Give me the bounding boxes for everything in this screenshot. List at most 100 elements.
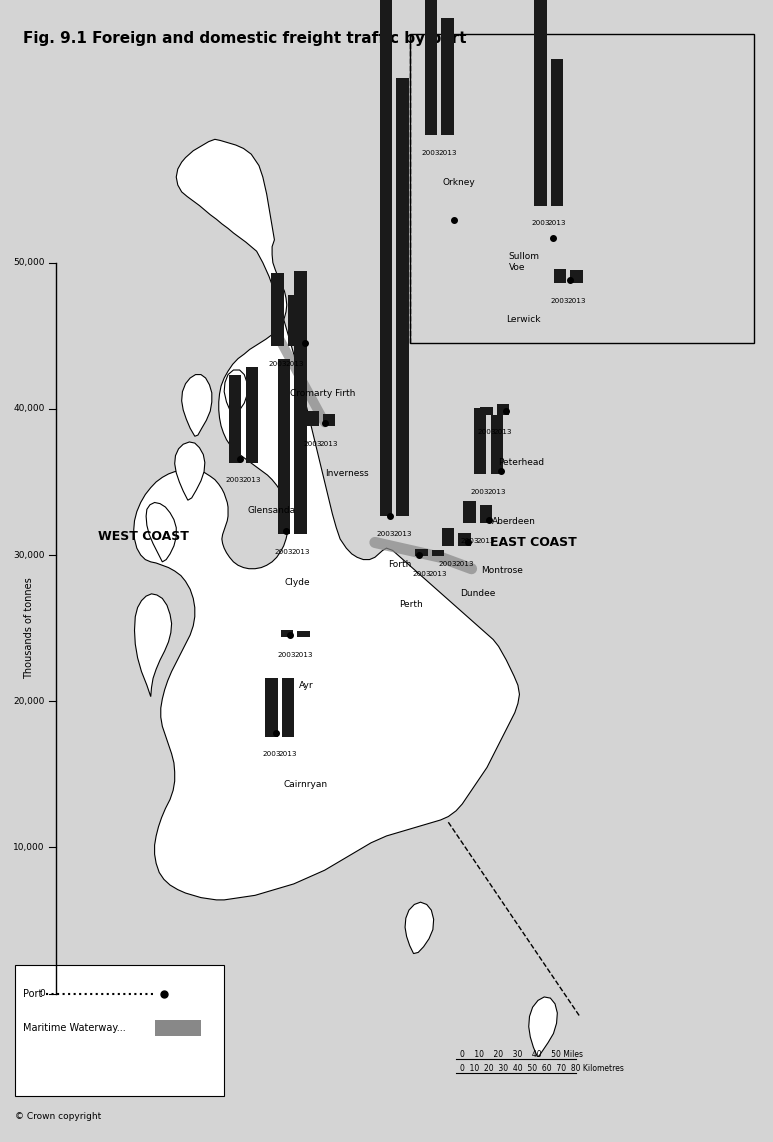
Bar (229, 375, 241, 463)
Text: 2003: 2003 (550, 298, 569, 304)
Text: 10,000: 10,000 (13, 843, 45, 852)
Bar (246, 368, 258, 463)
Text: Port: Port (23, 989, 43, 998)
Bar (155, 1020, 201, 1036)
Text: 2013: 2013 (455, 561, 474, 566)
Text: Sullom
Voe: Sullom Voe (509, 252, 540, 272)
Text: Aberdeen: Aberdeen (492, 517, 536, 526)
Text: 2013: 2013 (477, 538, 495, 544)
Text: Dundee: Dundee (460, 589, 495, 598)
Bar (295, 272, 307, 534)
Text: 2013: 2013 (243, 477, 261, 483)
Bar (410, 34, 754, 343)
Text: Maritime Waterway...: Maritime Waterway... (23, 1023, 126, 1032)
Text: 2003: 2003 (421, 150, 440, 155)
Bar (265, 678, 278, 737)
Text: 2003: 2003 (262, 751, 281, 757)
Text: EAST COAST: EAST COAST (490, 536, 577, 549)
Bar (380, 0, 392, 516)
Text: 20,000: 20,000 (13, 697, 45, 706)
Text: 0: 0 (39, 989, 45, 998)
Text: Perth: Perth (399, 600, 423, 609)
Text: Peterhead: Peterhead (499, 458, 545, 467)
Text: 2003: 2003 (376, 531, 395, 537)
Polygon shape (135, 594, 172, 697)
Bar (271, 273, 284, 346)
Bar (570, 270, 583, 283)
Text: Cromarty Firth: Cromarty Firth (290, 389, 356, 399)
Bar (282, 678, 295, 737)
Polygon shape (224, 370, 247, 413)
Bar (15, 965, 224, 1096)
Bar (491, 416, 503, 474)
Text: 2013: 2013 (438, 150, 457, 155)
Text: Glensanda: Glensanda (247, 506, 295, 515)
Bar (298, 632, 310, 637)
Bar (441, 18, 454, 135)
Text: 2003: 2003 (274, 549, 293, 555)
Text: 2013: 2013 (295, 652, 313, 658)
Text: Orkney: Orkney (443, 178, 475, 187)
Text: 2003: 2003 (438, 561, 457, 566)
Bar (474, 408, 486, 474)
Text: 2013: 2013 (429, 571, 448, 577)
Bar (306, 411, 318, 426)
Text: 2013: 2013 (548, 220, 567, 226)
Text: 2003: 2003 (477, 429, 495, 435)
Text: WEST COAST: WEST COAST (97, 530, 189, 544)
Text: 2003: 2003 (226, 477, 244, 483)
Text: Thousands of tonnes: Thousands of tonnes (25, 577, 34, 679)
Text: Clyde: Clyde (284, 578, 310, 587)
Bar (415, 549, 427, 556)
Polygon shape (146, 502, 176, 562)
Text: 30,000: 30,000 (13, 550, 45, 560)
Text: 2013: 2013 (494, 429, 512, 435)
Polygon shape (182, 375, 212, 436)
Text: Lerwick: Lerwick (506, 315, 541, 324)
Text: 2003: 2003 (460, 538, 478, 544)
Bar (534, 0, 547, 206)
Text: 2003: 2003 (303, 441, 322, 447)
Text: 2003: 2003 (268, 361, 287, 367)
Text: 2003: 2003 (412, 571, 431, 577)
Text: Forth: Forth (388, 560, 411, 569)
Bar (441, 529, 454, 546)
Bar (458, 532, 471, 546)
Bar (480, 408, 492, 415)
Bar (424, 0, 437, 135)
Text: 2013: 2013 (488, 489, 506, 494)
Bar (278, 359, 290, 534)
Bar (397, 78, 409, 516)
Text: 40,000: 40,000 (13, 404, 45, 413)
Text: 2003: 2003 (278, 652, 296, 658)
Text: 2003: 2003 (471, 489, 489, 494)
Text: © Crown copyright: © Crown copyright (15, 1112, 102, 1121)
Text: Ayr: Ayr (299, 681, 314, 690)
Text: 2013: 2013 (291, 549, 310, 555)
Polygon shape (529, 997, 557, 1056)
Bar (480, 506, 492, 523)
Text: 0  10  20  30  40  50  60  70  80 Kilometres: 0 10 20 30 40 50 60 70 80 Kilometres (460, 1064, 624, 1073)
Bar (463, 501, 475, 523)
Bar (497, 404, 509, 415)
Text: 2013: 2013 (279, 751, 298, 757)
Polygon shape (405, 902, 434, 954)
Text: 2013: 2013 (320, 441, 339, 447)
Text: 2013: 2013 (567, 298, 586, 304)
Polygon shape (134, 139, 519, 900)
Text: 50,000: 50,000 (13, 258, 45, 267)
Bar (432, 550, 444, 556)
Polygon shape (175, 442, 205, 500)
Bar (288, 295, 301, 346)
Bar (551, 59, 564, 206)
Text: Montrose: Montrose (482, 566, 523, 576)
Text: 2013: 2013 (393, 531, 412, 537)
Bar (553, 268, 566, 283)
Text: 2003: 2003 (531, 220, 550, 226)
Bar (323, 415, 335, 426)
Bar (281, 630, 293, 637)
Text: Cairnryan: Cairnryan (284, 780, 328, 789)
Text: Fig. 9.1 Foreign and domestic freight traffic by port: Fig. 9.1 Foreign and domestic freight tr… (23, 31, 467, 46)
Text: 0    10    20    30    40    50 Miles: 0 10 20 30 40 50 Miles (460, 1049, 583, 1059)
Text: Inverness: Inverness (325, 469, 368, 478)
